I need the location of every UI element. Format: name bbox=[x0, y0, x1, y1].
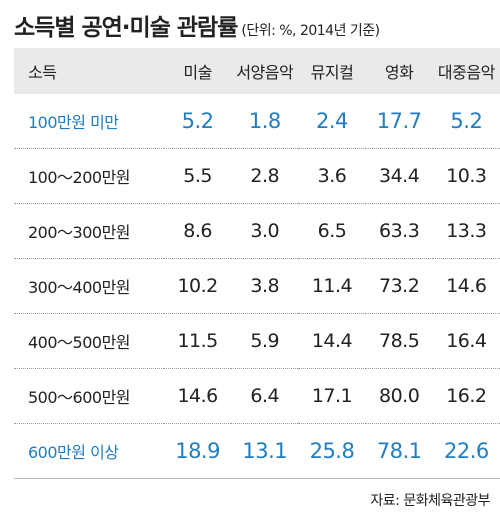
row-label: 200～300만원 bbox=[14, 203, 164, 259]
cell: 14.6 bbox=[164, 368, 232, 424]
table-row: 200～300만원 8.6 3.0 6.5 63.3 13.3 bbox=[14, 203, 500, 259]
cell: 3.8 bbox=[231, 258, 299, 314]
row-label: 500～600만원 bbox=[14, 368, 164, 424]
column-header: 소득 bbox=[14, 48, 164, 94]
table: 소득 미술 서양음악 뮤지컬 영화 대중음악 100만원 미만 5.2 1.8 2.4 17.7 5… bbox=[14, 48, 500, 478]
cell: 18.9 bbox=[175, 439, 220, 463]
cell: 11.4 bbox=[298, 258, 366, 314]
cell: 80.0 bbox=[365, 368, 433, 424]
table-row: 500～600만원 14.6 6.4 17.1 80.0 16.2 bbox=[14, 368, 500, 424]
cell: 2.8 bbox=[231, 148, 299, 204]
title-bar: 소득별 공연·미술 관람률 (단위: %, 2014년 기준) bbox=[14, 8, 380, 42]
cell: 16.4 bbox=[432, 313, 500, 369]
subtitle: (단위: %, 2014년 기준) bbox=[241, 23, 380, 39]
source: 자료: 문화체육관광부 bbox=[370, 493, 490, 509]
cell: 8.6 bbox=[164, 203, 232, 259]
column-header: 영화 bbox=[365, 48, 433, 94]
row-label: 100～200만원 bbox=[14, 148, 164, 204]
table-row: 600만원 이상 18.9 13.1 25.8 78.1 22.6 bbox=[14, 424, 500, 479]
column-header: 미술 bbox=[164, 48, 232, 94]
row-label: 100만원 미만 bbox=[14, 94, 164, 149]
cell: 2.4 bbox=[298, 94, 366, 149]
cell: 16.2 bbox=[432, 368, 500, 424]
cell: 13.1 bbox=[242, 439, 288, 463]
cell: 5.2 bbox=[164, 94, 232, 149]
table-row: 100～200만원 5.5 2.8 3.6 34.4 10.3 bbox=[14, 148, 500, 204]
cell: 78.1 bbox=[376, 439, 422, 463]
cell: 34.4 bbox=[365, 148, 433, 204]
row-label: 400～500만원 bbox=[14, 313, 164, 369]
cell: 3.6 bbox=[298, 148, 366, 204]
column-header: 서양음악 bbox=[231, 48, 299, 94]
header-row: 소득 미술 서양음악 뮤지컬 영화 대중음악 bbox=[14, 48, 500, 94]
cell: 6.5 bbox=[298, 203, 366, 259]
cell: 6.4 bbox=[231, 368, 299, 424]
divider bbox=[14, 478, 500, 479]
cell: 5.2 bbox=[432, 94, 500, 149]
title: 소득별 공연·미술 관람률 bbox=[14, 15, 238, 41]
cell: 14.4 bbox=[298, 313, 366, 369]
cell: 73.2 bbox=[365, 258, 433, 314]
table-row: 100만원 미만 5.2 1.8 2.4 17.7 5.2 bbox=[14, 94, 500, 149]
cell: 78.5 bbox=[365, 313, 433, 369]
cell: 22.6 bbox=[443, 439, 489, 463]
cell: 5.5 bbox=[164, 148, 232, 204]
cell: 17.7 bbox=[365, 94, 433, 149]
cell: 14.6 bbox=[432, 258, 500, 314]
column-header: 대중음악 bbox=[432, 48, 500, 94]
row-label: 300～400만원 bbox=[14, 258, 164, 314]
cell: 1.8 bbox=[231, 94, 299, 149]
row-label: 600만원 이상 bbox=[28, 443, 119, 462]
cell: 10.3 bbox=[432, 148, 500, 204]
cell: 5.9 bbox=[231, 313, 299, 369]
cell: 3.0 bbox=[231, 203, 299, 259]
cell: 63.3 bbox=[365, 203, 433, 259]
cell: 11.5 bbox=[164, 313, 232, 369]
column-header: 뮤지컬 bbox=[298, 48, 366, 94]
table-row: 400～500만원 11.5 5.9 14.4 78.5 16.4 bbox=[14, 313, 500, 369]
cell: 25.8 bbox=[309, 439, 355, 463]
cell: 17.1 bbox=[298, 368, 366, 424]
cell: 13.3 bbox=[432, 203, 500, 259]
table-row: 300～400만원 10.2 3.8 11.4 73.2 14.6 bbox=[14, 258, 500, 314]
cell: 10.2 bbox=[164, 258, 232, 314]
table-body: 100만원 미만 5.2 1.8 2.4 17.7 5.2 100～200만원 5.5 2.8 3… bbox=[14, 94, 500, 478]
